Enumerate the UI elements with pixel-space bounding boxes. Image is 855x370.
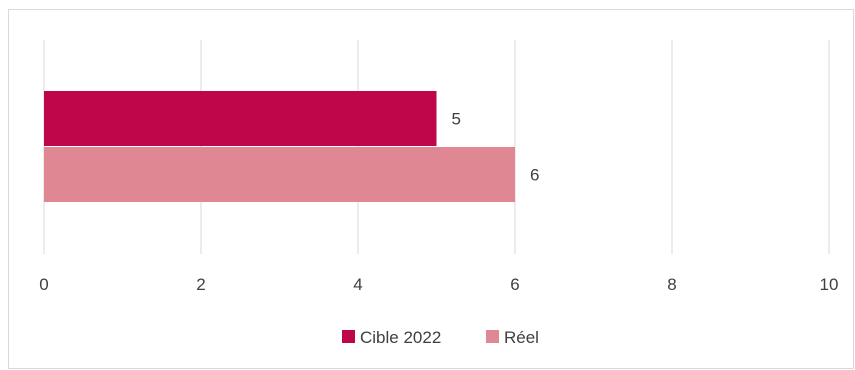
legend-swatch <box>486 330 499 343</box>
gridlines <box>43 40 830 254</box>
x-tick-label: 8 <box>667 275 676 294</box>
bars <box>44 91 515 202</box>
data-label: 6 <box>530 166 539 185</box>
x-tick-label: 2 <box>196 275 205 294</box>
x-tick-label: 4 <box>353 275 362 294</box>
x-tick-label: 0 <box>39 275 48 294</box>
bar-cible-2022 <box>44 91 437 146</box>
data-label: 5 <box>452 110 461 129</box>
x-axis-ticks: 0 2 4 6 8 10 <box>39 275 838 294</box>
bar-reel <box>44 147 515 202</box>
legend-label: Réel <box>504 328 539 347</box>
legend-swatch <box>342 330 355 343</box>
legend-label: Cible 2022 <box>360 328 441 347</box>
x-tick-label: 10 <box>820 275 839 294</box>
x-tick-label: 6 <box>510 275 519 294</box>
data-labels: 56 <box>452 110 540 185</box>
legend: Cible 2022 Réel <box>342 328 539 347</box>
